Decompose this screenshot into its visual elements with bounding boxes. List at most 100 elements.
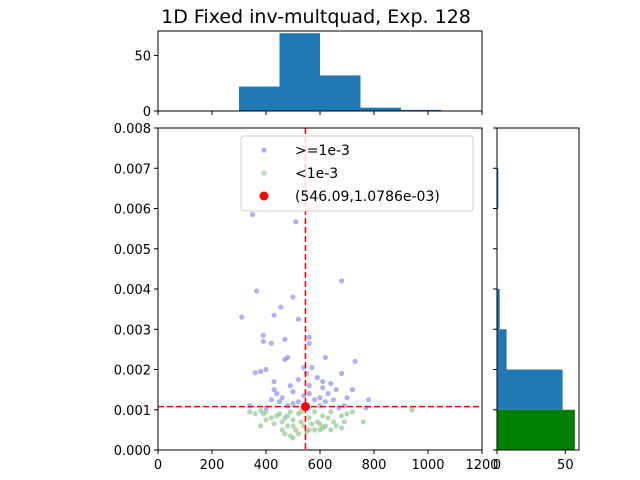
scatter-point	[341, 403, 347, 409]
scatter-point	[325, 415, 331, 421]
y-tick-label: 0.007	[114, 162, 151, 177]
x-tick-label: 400	[254, 458, 279, 473]
y-tick-label: 0.001	[114, 404, 151, 419]
scatter-point	[325, 391, 331, 397]
scatter-point	[309, 364, 315, 371]
scatter-point	[314, 374, 320, 381]
scatter-point	[317, 421, 323, 427]
scatter-point	[290, 294, 296, 300]
legend: >=1e-3 <1e-3 (546.09,1.0786e-03)	[240, 135, 474, 212]
y-tick-label: 0.004	[114, 283, 151, 298]
scatter-point	[306, 340, 312, 346]
scatter-point	[320, 425, 326, 431]
scatter-point	[290, 435, 296, 441]
scatter-point	[287, 409, 293, 415]
scatter-point	[290, 389, 296, 395]
scatter-point	[303, 370, 310, 377]
scatter-point	[252, 411, 258, 417]
scatter-point	[330, 419, 337, 425]
scatter-point	[258, 423, 264, 429]
y-hist-bar	[497, 369, 563, 410]
scatter-point	[306, 334, 312, 340]
scatter-point	[268, 415, 274, 421]
scatter-point	[290, 401, 296, 407]
scatter-point	[263, 366, 269, 373]
scatter-point	[276, 411, 283, 417]
scatter-point	[339, 413, 345, 419]
legend-marker-high	[261, 147, 267, 153]
y-hist-bar	[497, 329, 507, 370]
x-hist-bar	[279, 33, 320, 111]
scatter-point	[271, 312, 277, 318]
x-tick-label: 800	[362, 458, 387, 473]
scatter-point	[339, 370, 345, 377]
scatter-point	[268, 340, 274, 346]
scatter-point	[271, 387, 277, 393]
scatter-point	[298, 409, 304, 415]
scatter-point	[293, 427, 299, 433]
x-tick-label: 0	[154, 458, 162, 473]
scatter-point	[349, 409, 355, 415]
scatter-point	[293, 219, 299, 225]
scatter-point	[263, 417, 269, 423]
scatter-point	[360, 419, 366, 425]
scatter-point	[333, 387, 339, 393]
y-tick-label: 0.005	[114, 243, 151, 258]
scatter-point	[328, 409, 334, 415]
scatter-point	[279, 419, 285, 425]
scatter-point	[306, 427, 312, 433]
scatter-point	[276, 399, 283, 405]
scatter-point	[409, 407, 415, 413]
y-tick-label: 0.002	[114, 364, 151, 379]
scatter-point	[306, 391, 312, 397]
scatter-point	[278, 304, 284, 310]
scatter-point	[239, 314, 245, 320]
scatter-point	[249, 211, 256, 218]
x-tick-label: 1000	[411, 458, 444, 473]
scatter-point	[290, 417, 296, 423]
x-hist-bar	[320, 75, 361, 111]
scatter-point	[268, 397, 274, 403]
scatter-point	[274, 391, 280, 397]
scatter-point	[263, 409, 269, 415]
scatter-point	[349, 387, 355, 393]
scatter-point	[322, 354, 328, 361]
scatter-point	[366, 397, 372, 403]
scatter-point	[285, 403, 291, 409]
scatter-point	[279, 427, 285, 433]
y-tick-label: 0.003	[114, 323, 151, 338]
scatter-point	[252, 370, 258, 376]
x-hist-y-tick-label: 0	[143, 105, 151, 120]
scatter-point	[330, 397, 337, 403]
scatter-point	[271, 378, 277, 385]
y-hist-x-tick-label: 0	[493, 458, 501, 473]
scatter-point	[339, 425, 345, 431]
y-tick-label: 0.006	[114, 203, 151, 218]
scatter-point	[253, 288, 260, 294]
scatter-point	[312, 427, 318, 433]
scatter-point	[306, 383, 312, 389]
scatter-point	[295, 431, 301, 437]
scatter-point	[285, 413, 291, 419]
scatter-point	[317, 403, 323, 409]
scatter-point	[339, 278, 345, 284]
x-tick-label: 200	[200, 458, 225, 473]
legend-label-best: (546.09,1.0786e-03)	[295, 189, 440, 205]
scatter-point	[295, 316, 301, 322]
legend-marker-best	[259, 191, 269, 201]
legend-box	[240, 135, 474, 212]
scatter-point	[282, 431, 288, 437]
scatter-point	[306, 415, 312, 421]
x-tick-label: 600	[308, 458, 333, 473]
scatter-point	[312, 409, 318, 415]
legend-marker-low	[261, 170, 267, 176]
best-point	[300, 402, 310, 412]
right-histogram: 0 50	[493, 127, 580, 473]
legend-label-low: <1e-3	[295, 166, 338, 182]
scatter-point	[344, 395, 350, 401]
scatter-point	[344, 411, 350, 417]
y-hist-bar-low	[497, 409, 575, 450]
scatter-point	[322, 399, 328, 405]
scatter-point	[328, 427, 334, 433]
scatter-point	[282, 336, 288, 342]
